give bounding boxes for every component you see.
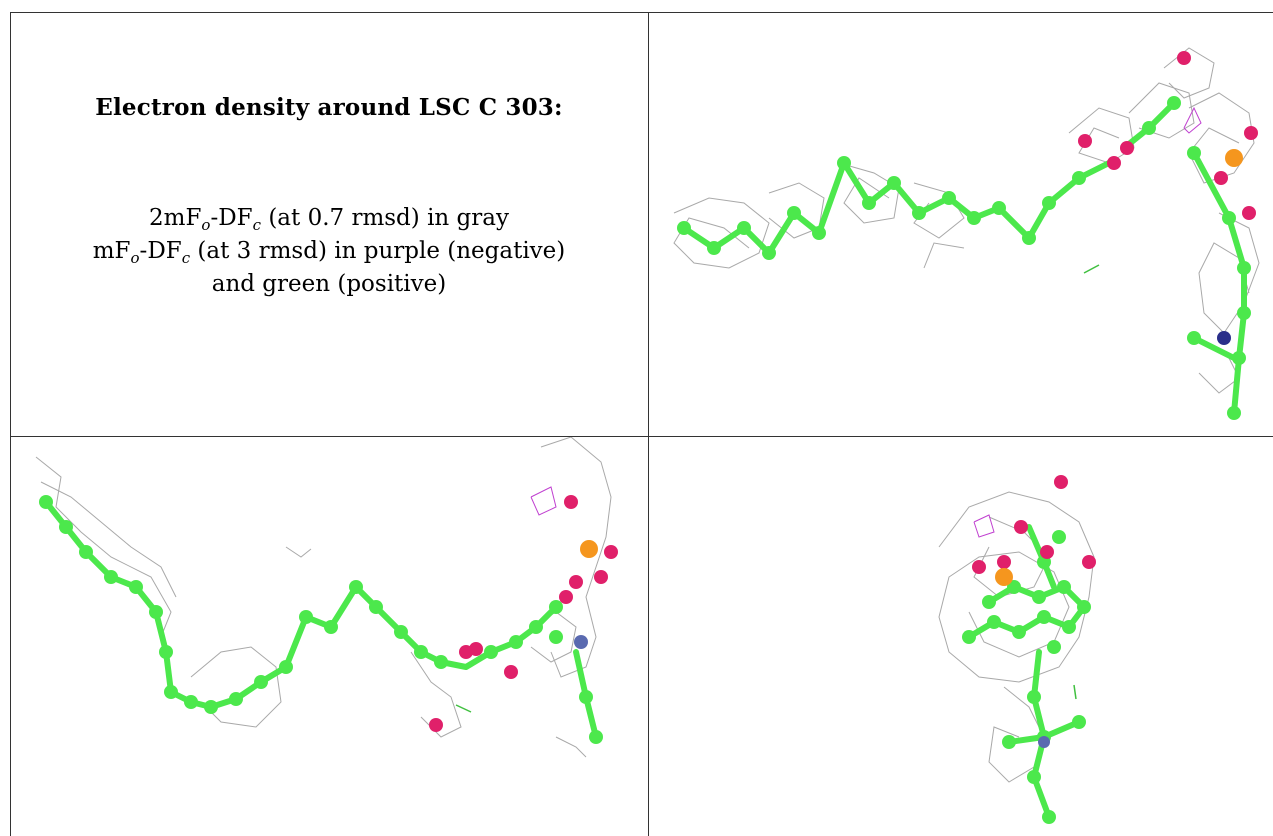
figure-table: Electron density around LSC C 303: 2mFo-…: [10, 12, 1273, 836]
table-divider-vertical: [648, 12, 649, 836]
table-border-left: [10, 12, 11, 836]
legend-line-fofc: mFo-DFc (at 3 rmsd) in purple (negative): [92, 238, 566, 267]
view-bottom-right: [649, 437, 1273, 836]
view-bottom-left: [11, 437, 648, 836]
caption-cell: Electron density around LSC C 303: 2mFo-…: [10, 12, 648, 436]
molecule-model-icon: [35, 437, 618, 758]
caption-legend: 2mFo-DFc (at 0.7 rmsd) in gray mFo-DFc (…: [10, 202, 648, 301]
legend-line-2fofc: 2mFo-DFc (at 0.7 rmsd) in gray: [149, 205, 509, 234]
legend-line-colors: and green (positive): [211, 271, 447, 297]
molecule-model-icon: [673, 47, 1260, 420]
table-divider-horizontal: [10, 436, 1273, 437]
molecule-model-icon: [938, 475, 1096, 824]
view-top-right: [649, 13, 1273, 436]
caption-title: Electron density around LSC C 303:: [95, 94, 563, 121]
table-border-top: [10, 12, 1273, 13]
